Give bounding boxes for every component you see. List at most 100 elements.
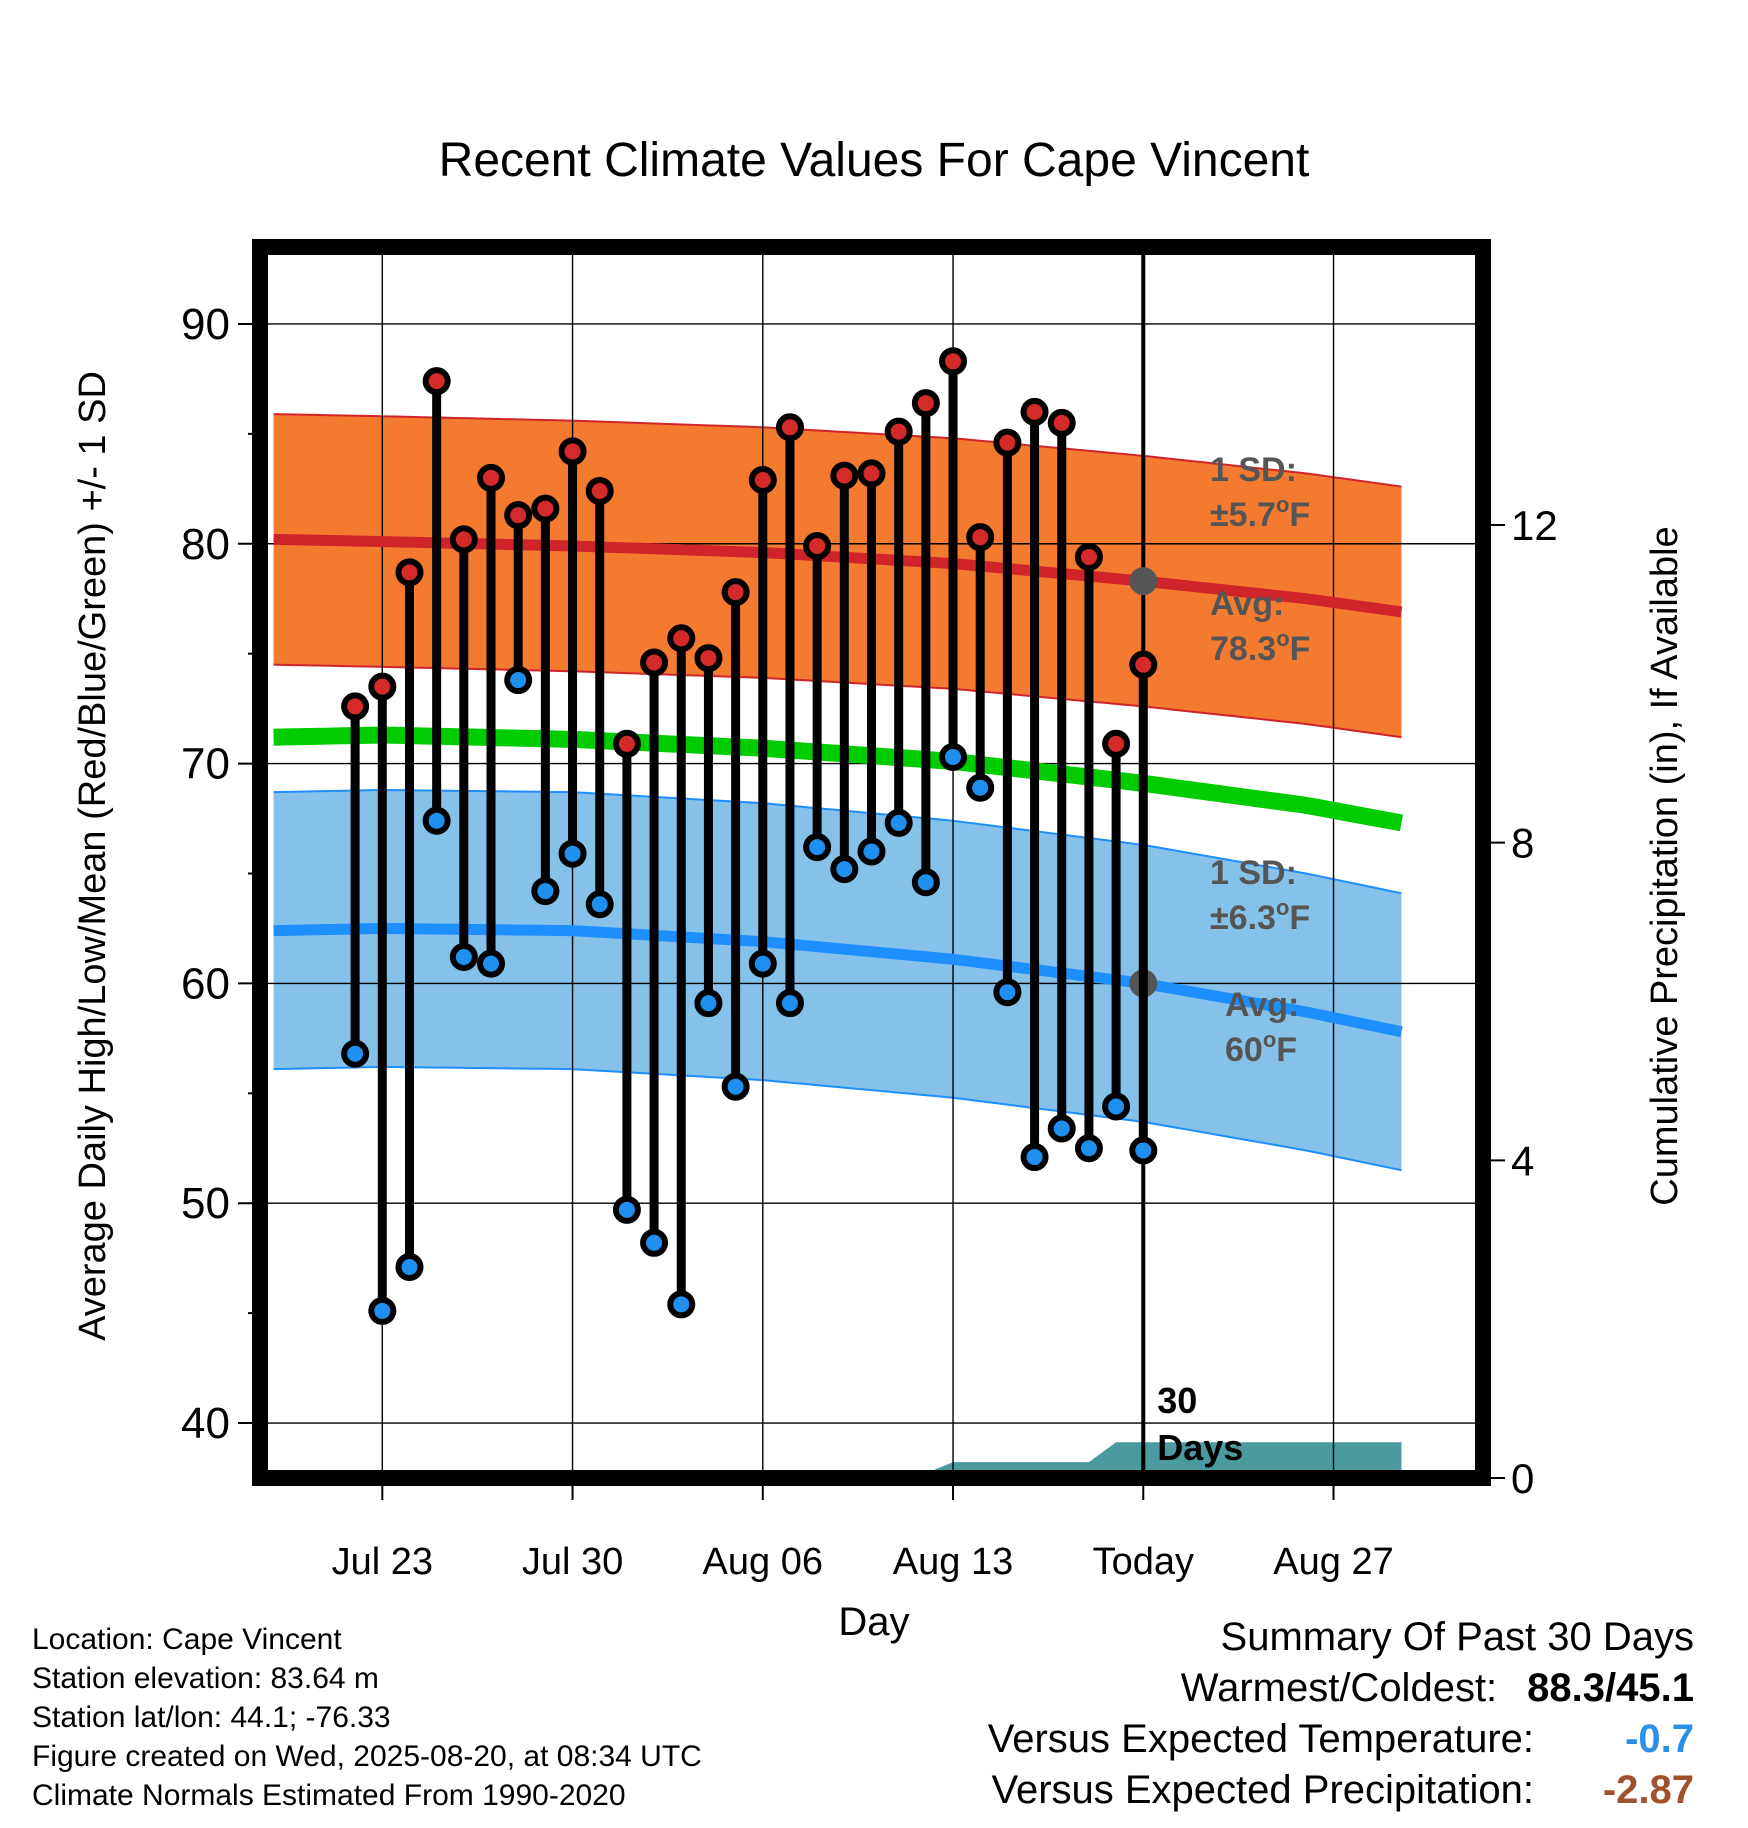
x-axis-label: Day bbox=[838, 1600, 909, 1644]
daily-low-point bbox=[748, 949, 777, 978]
x-tick-label: Today bbox=[1093, 1541, 1194, 1583]
daily-low-point bbox=[721, 1072, 750, 1101]
daily-high-point bbox=[803, 531, 832, 560]
precip-departure-label: Versus Expected Precipitation: bbox=[991, 1768, 1534, 1812]
daily-high-point bbox=[368, 672, 397, 701]
y-tick-label: 50 bbox=[181, 1179, 230, 1228]
precip-departure-value: -2.87 bbox=[1602, 1768, 1694, 1812]
daily-high-point bbox=[585, 477, 614, 506]
y2-tick-label: 12 bbox=[1511, 502, 1558, 549]
daily-low-point bbox=[803, 833, 832, 862]
x-tick-label: Aug 13 bbox=[893, 1541, 1013, 1583]
chart-title: Recent Climate Values For Cape Vincent bbox=[439, 134, 1310, 187]
daily-low-point bbox=[477, 949, 506, 978]
daily-low-point bbox=[911, 868, 940, 897]
daily-low-point bbox=[341, 1039, 370, 1068]
station-info: Location: Cape Vincent Station elevation… bbox=[32, 1620, 702, 1815]
high-band-upper-edge bbox=[273, 413, 1402, 488]
warmest-coldest-row: Warmest/Coldest: 88.3/45.1 bbox=[988, 1663, 1694, 1714]
location-text: Location: Cape Vincent bbox=[32, 1623, 342, 1656]
warmest-coldest-label: Warmest/Coldest: bbox=[1180, 1666, 1498, 1710]
low-avg-annotation-value: 60oF bbox=[1225, 1027, 1297, 1069]
daily-high-point bbox=[449, 525, 478, 554]
today-days-label-line1: 30 bbox=[1157, 1380, 1197, 1421]
daily-high-point bbox=[1102, 729, 1131, 758]
daily-low-point bbox=[1074, 1134, 1103, 1163]
y-tick-label: 80 bbox=[181, 520, 230, 569]
daily-low-point bbox=[939, 742, 968, 771]
daily-low-point bbox=[422, 806, 451, 835]
high-sd-annotation-value-value: ±5.7 bbox=[1210, 496, 1276, 534]
y-axis-label: Average Daily High/Low/Mean (Red/Blue/Gr… bbox=[72, 371, 114, 1341]
normals-text: Climate Normals Estimated From 1990-2020 bbox=[32, 1779, 626, 1812]
high-sd-annotation-value: ±5.7oF bbox=[1210, 492, 1310, 534]
low-avg-annotation-label-value: Avg: bbox=[1225, 986, 1299, 1024]
plot-frame bbox=[252, 239, 1491, 1486]
daily-high-point bbox=[1129, 650, 1158, 679]
daily-high-point bbox=[993, 428, 1022, 457]
today-days-label-line2: Days bbox=[1157, 1427, 1243, 1468]
daily-high-point bbox=[1020, 397, 1049, 426]
daily-high-point bbox=[911, 389, 940, 418]
daily-low-point bbox=[1102, 1092, 1131, 1121]
y2-axis-label: Cumulative Precipitation (in), If Availa… bbox=[1644, 526, 1686, 1205]
temp-departure-row: Versus Expected Temperature: -0.7 bbox=[988, 1714, 1694, 1765]
daily-low-point bbox=[558, 839, 587, 868]
low-sd-annotation-label: 1 SD: bbox=[1210, 854, 1297, 892]
daily-low-point bbox=[1020, 1143, 1049, 1172]
degree-sign: o bbox=[1276, 492, 1289, 517]
y-tick-label: 40 bbox=[181, 1399, 230, 1448]
summary-title: Summary Of Past 30 Days bbox=[1220, 1615, 1694, 1659]
daily-high-point bbox=[884, 417, 913, 446]
daily-low-point bbox=[857, 837, 886, 866]
daily-high-point bbox=[531, 494, 560, 523]
low-sd-annotation-value: ±6.3oF bbox=[1210, 895, 1310, 937]
daily-high-point bbox=[721, 578, 750, 607]
daily-low-point bbox=[531, 877, 560, 906]
daily-low-point bbox=[395, 1252, 424, 1281]
y-tick-label: 90 bbox=[181, 300, 230, 349]
daily-low-point bbox=[667, 1290, 696, 1319]
degree-sign: o bbox=[1276, 895, 1289, 920]
daily-high-point bbox=[422, 367, 451, 396]
high-sd-annotation-label-value: 1 SD: bbox=[1210, 451, 1297, 489]
degree-sign: o bbox=[1263, 1027, 1276, 1052]
low-avg-annotation-value-value: 60 bbox=[1225, 1031, 1263, 1069]
daily-high-point bbox=[477, 463, 506, 492]
unit-label: F bbox=[1276, 1031, 1297, 1069]
low-sd-annotation-label-value: 1 SD: bbox=[1210, 854, 1297, 892]
precip-area bbox=[273, 1442, 1402, 1478]
y2-tick-label: 4 bbox=[1511, 1137, 1534, 1184]
unit-label: F bbox=[1290, 630, 1311, 668]
high-sd-band bbox=[273, 414, 1402, 738]
daily-high-point bbox=[966, 523, 995, 552]
x-tick-label: Aug 27 bbox=[1273, 1541, 1393, 1583]
daily-low-point bbox=[640, 1228, 669, 1257]
daily-low-point bbox=[966, 773, 995, 802]
y-tick-label: 70 bbox=[181, 740, 230, 789]
daily-high-point bbox=[558, 437, 587, 466]
x-tick-label: Jul 23 bbox=[332, 1541, 433, 1583]
high-avg-annotation-label-value: Avg: bbox=[1210, 585, 1284, 623]
daily-low-point bbox=[612, 1195, 641, 1224]
daily-high-point bbox=[857, 459, 886, 488]
x-tick-label: Aug 06 bbox=[703, 1541, 823, 1583]
daily-low-point bbox=[368, 1296, 397, 1325]
daily-high-point bbox=[939, 347, 968, 376]
daily-high-point bbox=[1074, 542, 1103, 571]
unit-label: F bbox=[1289, 496, 1310, 534]
daily-low-point bbox=[830, 855, 859, 884]
elevation-text: Station elevation: 83.64 m bbox=[32, 1662, 379, 1695]
daily-high-point bbox=[341, 692, 370, 721]
y2-tick-label: 0 bbox=[1511, 1455, 1534, 1502]
daily-low-point bbox=[1129, 1136, 1158, 1165]
daily-low-point bbox=[694, 989, 723, 1018]
daily-low-point bbox=[884, 808, 913, 837]
daily-low-point bbox=[1047, 1114, 1076, 1143]
daily-high-point bbox=[1047, 408, 1076, 437]
temp-departure-label: Versus Expected Temperature: bbox=[987, 1717, 1534, 1761]
daily-high-point bbox=[504, 501, 533, 530]
summary-panel: Summary Of Past 30 Days Warmest/Coldest:… bbox=[988, 1612, 1694, 1816]
